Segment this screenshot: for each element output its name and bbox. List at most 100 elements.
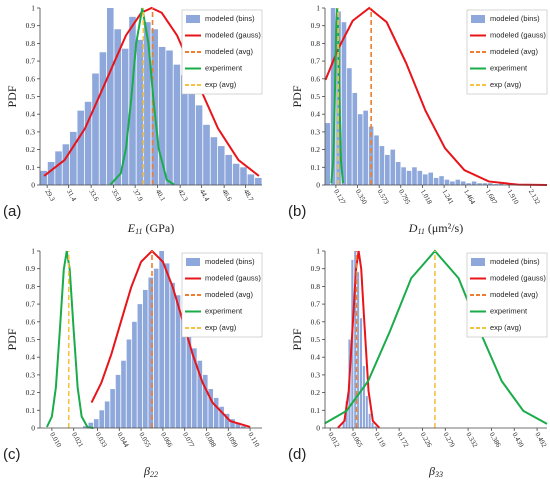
bar xyxy=(240,167,247,185)
bar xyxy=(347,68,352,185)
bar xyxy=(47,161,55,185)
bar xyxy=(368,126,374,185)
legend-label: exp (avg) xyxy=(490,80,522,89)
legend-label: modeled (bins) xyxy=(205,257,255,266)
x-tick-label: 46.6 xyxy=(220,188,233,203)
bar xyxy=(330,8,336,185)
y-tick-label: 0.9 xyxy=(26,264,36,273)
panel: 0 0.1 0.2 0.3 0.4 0.5 0.6 0.7 0.8 0.9 1 0.010 0.021 0… xyxy=(3,247,263,479)
curve xyxy=(337,250,381,429)
legend-label: exp (avg) xyxy=(205,80,237,89)
y-tick-label: 0.5 xyxy=(311,335,321,344)
bar xyxy=(255,177,262,185)
bar xyxy=(62,144,70,185)
bar xyxy=(159,251,164,428)
x-tick-label: 0.172 xyxy=(395,431,410,449)
bar xyxy=(166,50,173,186)
x-tick-label: 1.464 xyxy=(462,188,477,206)
y-axis-title: PDF xyxy=(290,85,304,107)
bar xyxy=(342,422,345,428)
y-tick-label: 0.8 xyxy=(311,39,321,48)
y-tick-label: 0.8 xyxy=(311,282,321,291)
bar xyxy=(192,348,197,428)
bar xyxy=(107,8,114,185)
bar xyxy=(99,52,107,185)
bar xyxy=(357,272,360,428)
bar xyxy=(110,389,115,428)
bar xyxy=(213,397,219,428)
legend-swatch xyxy=(471,15,485,23)
bar xyxy=(129,16,136,185)
bar xyxy=(354,251,357,428)
y-axis-title: PDF xyxy=(5,85,19,107)
legend-label: exp (avg) xyxy=(205,323,237,332)
bar xyxy=(186,330,192,428)
y-tick-label: 0.7 xyxy=(311,300,321,309)
bar xyxy=(230,419,235,428)
bar xyxy=(455,179,461,185)
y-tick-label: 0.5 xyxy=(26,92,36,101)
y-tick-label: 0.4 xyxy=(311,110,321,119)
curve xyxy=(46,250,94,429)
y-tick-label: 0 xyxy=(31,181,35,190)
legend-box xyxy=(181,9,263,95)
panel-label: (d) xyxy=(288,446,306,463)
x-tick-label: 0.110 xyxy=(246,431,261,449)
legend-swatch xyxy=(186,15,200,23)
bar xyxy=(170,282,175,428)
x-tick-label: 0.021 xyxy=(70,431,85,449)
bar xyxy=(136,39,144,185)
x-tick-label: 42.3 xyxy=(176,188,189,203)
x-axis-title: D11 (μm²/s) xyxy=(408,221,463,236)
bar xyxy=(374,135,379,185)
y-tick-label: 0.2 xyxy=(26,388,36,397)
bar xyxy=(104,401,110,428)
panel: 0 0.1 0.2 0.3 0.4 0.5 0.6 0.7 0.8 0.9 1 0.012 0.065 0… xyxy=(288,247,548,480)
legend-box xyxy=(466,9,548,95)
bar xyxy=(93,419,99,428)
xlabel-symbol: E xyxy=(127,221,136,235)
bar xyxy=(142,289,148,428)
bar xyxy=(363,110,368,185)
x-axis-title: β33 xyxy=(428,464,443,479)
bar xyxy=(401,167,406,185)
bar xyxy=(84,101,92,185)
bar xyxy=(40,170,47,185)
bar xyxy=(357,114,363,185)
x-tick-label: 0.055 xyxy=(137,431,152,449)
x-tick-label: 0.033 xyxy=(94,431,109,449)
y-tick-label: 0.7 xyxy=(311,57,321,66)
bar xyxy=(121,48,129,186)
bar xyxy=(175,295,181,428)
y-tick-label: 0.3 xyxy=(311,127,321,136)
bar xyxy=(188,87,195,185)
y-axis-title: PDF xyxy=(290,328,304,350)
bar xyxy=(232,163,240,185)
x-tick-label: 0.010 xyxy=(48,431,63,449)
bar xyxy=(385,154,390,185)
y-tick-label: 0.2 xyxy=(26,145,36,154)
bar xyxy=(352,92,358,185)
x-tick-label: 0.332 xyxy=(464,431,479,449)
bar xyxy=(153,268,159,428)
panel-label: (a) xyxy=(3,203,21,220)
legend-label: modeled (avg) xyxy=(205,290,253,299)
legend-swatch xyxy=(471,258,485,266)
bar xyxy=(55,151,62,185)
bar xyxy=(132,321,137,428)
x-tick-label: 0.088 xyxy=(203,431,218,449)
x-tick-label: 35.8 xyxy=(110,188,123,203)
bar xyxy=(148,277,154,428)
legend-label: modeled (avg) xyxy=(490,47,538,56)
bar xyxy=(224,413,230,428)
bar xyxy=(218,146,225,185)
y-tick-label: 0.7 xyxy=(26,300,36,309)
x-tick-label: 1.687 xyxy=(484,188,499,206)
legend-box xyxy=(181,252,263,338)
bar xyxy=(390,149,396,185)
x-tick-label: 0.492 xyxy=(533,431,548,449)
y-tick-label: 0.5 xyxy=(26,335,36,344)
legend-label: modeled (bins) xyxy=(490,14,540,23)
x-tick-label: 37.9 xyxy=(131,188,144,203)
